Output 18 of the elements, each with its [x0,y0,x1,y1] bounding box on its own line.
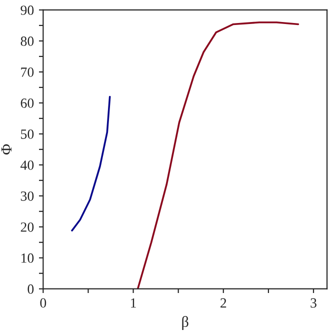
line-series [71,96,111,232]
y-tick-label: 70 [21,68,34,77]
x-tick-label: 0 [40,298,46,308]
y-tick-label: 90 [20,6,34,15]
y-tick-label: 30 [20,191,34,201]
x-tick-label: 2 [220,298,226,308]
x-tick-label: 3 [310,298,316,308]
x-tick-label: 1 [131,298,136,308]
y-tick-label: 50 [21,129,34,139]
y-tick-label: 60 [20,98,34,108]
y-tick-label: 0 [28,284,34,294]
y-tick-label: 40 [20,160,34,170]
line-series [136,21,300,289]
x-axis-title: β [182,316,188,330]
y-tick-label: 20 [20,222,34,232]
y-axis-title: Φ [1,144,12,155]
y-tick-label: 80 [20,36,34,46]
y-tick-label: 10 [21,253,34,263]
